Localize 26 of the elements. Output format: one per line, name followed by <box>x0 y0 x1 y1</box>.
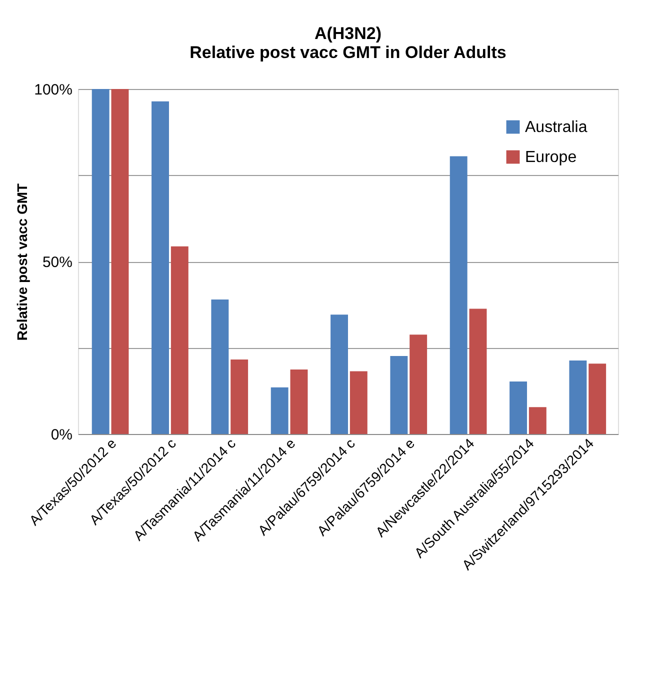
y-tick-label: 50% <box>42 254 72 271</box>
bar <box>330 314 348 434</box>
y-tick-label: 0% <box>50 426 72 444</box>
bar <box>390 356 408 434</box>
bar <box>92 89 110 434</box>
bar <box>270 387 288 434</box>
legend-label: Australia <box>525 119 588 136</box>
bar <box>152 101 169 434</box>
y-axis-title: Relative post vacc GMT <box>14 182 30 341</box>
bar <box>569 360 587 434</box>
bar <box>170 246 188 434</box>
bar <box>290 369 308 434</box>
y-tick-label: 100% <box>34 82 72 98</box>
bar <box>510 382 528 434</box>
bar <box>528 407 546 434</box>
bar <box>469 308 487 434</box>
bar <box>410 334 428 434</box>
bar <box>211 299 229 434</box>
bar <box>588 364 606 434</box>
bar <box>111 89 129 434</box>
text: A(H3N2) <box>314 24 382 43</box>
bar <box>450 156 468 434</box>
text: Relative post vacc GMT in Older Adults <box>190 43 506 62</box>
bar <box>230 359 248 434</box>
legend-label: Europe <box>525 149 577 166</box>
bar <box>350 371 368 434</box>
